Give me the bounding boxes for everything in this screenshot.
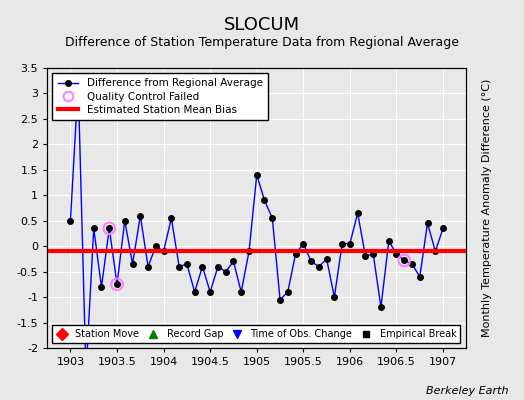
Y-axis label: Monthly Temperature Anomaly Difference (°C): Monthly Temperature Anomaly Difference (…: [482, 79, 492, 337]
Point: [105, 225, 114, 232]
Legend: Station Move, Record Gap, Time of Obs. Change, Empirical Break: Station Move, Record Gap, Time of Obs. C…: [52, 325, 460, 343]
Text: Difference of Station Temperature Data from Regional Average: Difference of Station Temperature Data f…: [65, 36, 459, 49]
Point: [400, 257, 408, 264]
Text: Berkeley Earth: Berkeley Earth: [426, 386, 508, 396]
Point: [113, 281, 121, 288]
Text: SLOCUM: SLOCUM: [224, 16, 300, 34]
